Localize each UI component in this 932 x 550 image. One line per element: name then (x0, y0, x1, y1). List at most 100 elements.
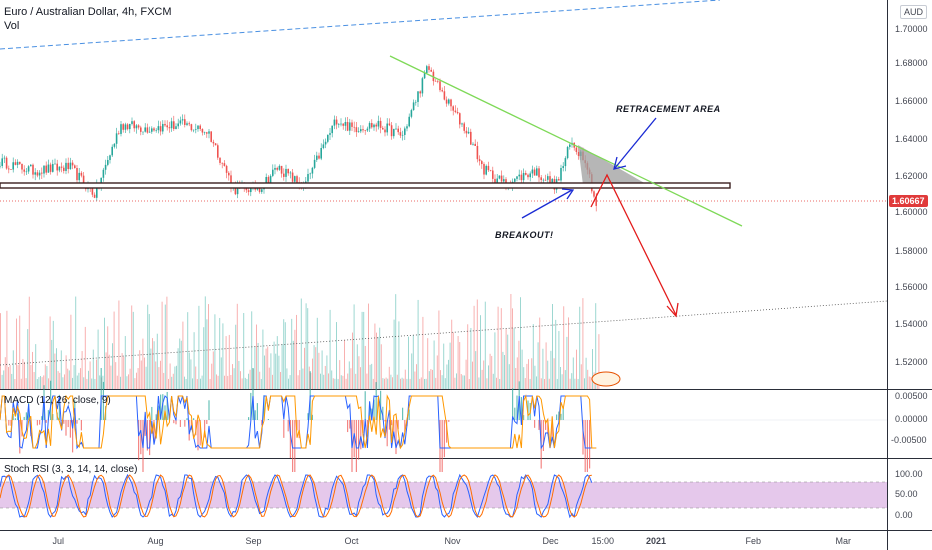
candle-body (177, 123, 179, 127)
volume-bar (9, 365, 11, 389)
time-tick: Sep (245, 536, 262, 546)
volume-bar (249, 369, 251, 389)
macd-histogram-bar (448, 420, 450, 422)
candle-body (118, 133, 120, 134)
volume-bar (497, 306, 499, 389)
volume-bar (268, 367, 270, 389)
volume-bar (568, 317, 569, 389)
volume-bar (590, 376, 592, 389)
volume-bar (339, 360, 341, 389)
volume-bar (227, 375, 229, 389)
stoch-k-line (0, 473, 593, 519)
candle-body (377, 120, 380, 127)
candle-body (505, 179, 507, 186)
volume-bar (385, 377, 387, 389)
volume-bar (582, 298, 584, 389)
candle-body (54, 163, 56, 165)
volume-bar (448, 359, 449, 389)
macd-histogram-bar (76, 420, 78, 424)
candle-body (338, 124, 340, 125)
volume-bar (384, 378, 385, 389)
macd-histogram-bar (408, 409, 410, 420)
volume-bar (206, 319, 208, 389)
event-icon[interactable] (591, 371, 621, 387)
macd-tick: 0.00500 (895, 391, 928, 401)
volume-bar (179, 338, 181, 389)
candle-body (360, 129, 362, 132)
volume-bar (523, 367, 525, 389)
volume-bar (584, 378, 585, 389)
volume-bar (513, 328, 515, 389)
volume-bar (377, 336, 379, 389)
volume-bar (60, 350, 62, 389)
candle-body (10, 169, 12, 170)
candle-body (135, 125, 138, 129)
volume-bar (574, 378, 576, 389)
candle-body (437, 81, 439, 82)
macd-histogram-bar (190, 420, 192, 430)
volume-bar (139, 350, 141, 389)
volume-bar (28, 296, 30, 389)
candle-body (318, 155, 320, 159)
volume-bar (444, 378, 446, 389)
volume-bar (441, 375, 443, 389)
candle-body (518, 174, 520, 177)
time-tick: Mar (835, 536, 852, 546)
candle-body (3, 157, 6, 159)
macd-histogram-bar (384, 420, 386, 422)
candle-body (82, 175, 85, 184)
candle-body (175, 126, 177, 130)
volume-bar (168, 378, 169, 389)
candle-body (368, 123, 371, 129)
candle-body (527, 174, 529, 178)
volume-bar (526, 363, 528, 389)
volume-bar (432, 369, 433, 389)
volume-bar (577, 378, 579, 389)
candle-body (375, 124, 377, 127)
candle-body (417, 91, 419, 102)
volume-bar (334, 378, 336, 389)
macd-signal-line (0, 394, 597, 450)
candle-body (93, 194, 96, 198)
macd-histogram-bar (250, 392, 252, 420)
volume-bar (164, 304, 166, 389)
candle-body (214, 143, 217, 146)
volume-bar (580, 364, 582, 389)
volume-bar (67, 368, 69, 389)
macd-histogram-bar (144, 420, 146, 436)
candle-body (430, 69, 432, 72)
volume-bar (62, 377, 64, 389)
macd-tick: -0.00500 (891, 435, 927, 445)
candle-body (520, 174, 523, 181)
candle-body (485, 165, 487, 175)
volume-bar (576, 349, 577, 389)
volume-bar (262, 329, 264, 389)
candle-body (393, 128, 395, 137)
volume-bar (312, 358, 313, 389)
candle-body (280, 165, 283, 174)
candle-body (362, 129, 364, 131)
macd-histogram-bar (551, 420, 553, 441)
price-tick: 1.70000 (895, 24, 928, 34)
volume-bar (358, 356, 360, 389)
currency-badge[interactable]: AUD (900, 5, 928, 19)
candle-body (313, 159, 316, 168)
volume-bar (235, 324, 237, 389)
volume-bar (68, 370, 70, 389)
candle-body (25, 171, 28, 173)
volume-bar (185, 378, 187, 389)
candle-body (593, 191, 595, 197)
volume-bar (473, 305, 475, 389)
macd-histogram-bar (441, 420, 443, 472)
volume-bar (8, 367, 9, 389)
candle-body (450, 99, 452, 107)
candle-body (408, 116, 410, 127)
volume-bar (369, 364, 371, 389)
retracement-arrow (614, 117, 657, 169)
candle-body (401, 134, 404, 136)
candle-body (514, 178, 516, 182)
candle-body (544, 179, 547, 181)
macd-histogram-bar (391, 420, 393, 426)
volume-bar (276, 336, 278, 389)
